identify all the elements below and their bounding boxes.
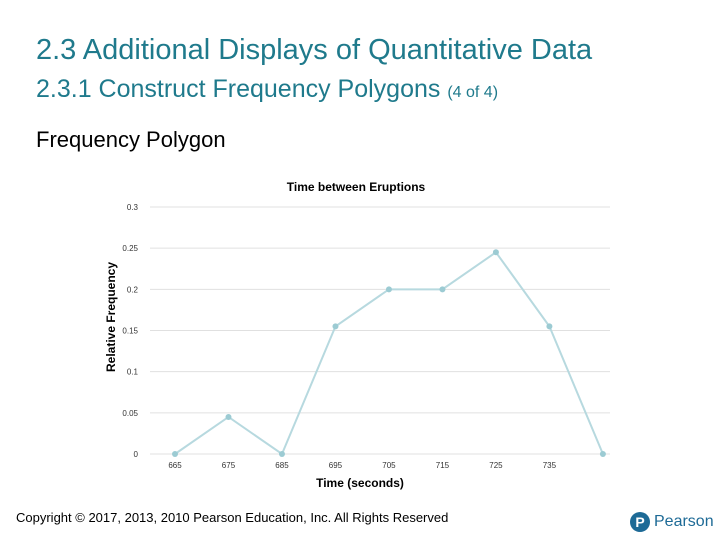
frequency-polygon-chart: Time between Eruptions Relative Frequenc… xyxy=(104,180,610,490)
x-tick-label: 695 xyxy=(329,461,343,470)
y-tick-label: 0.3 xyxy=(127,203,139,212)
x-tick-label: 715 xyxy=(436,461,450,470)
data-point xyxy=(599,451,606,457)
x-tick-label: 725 xyxy=(489,461,503,470)
y-axis-label: Relative Frequency xyxy=(104,262,118,372)
y-tick-labels: 0 0.05 0.1 0.15 0.2 0.25 0.3 xyxy=(122,203,138,459)
section-heading: Frequency Polygon xyxy=(36,127,226,152)
x-tick-label: 665 xyxy=(168,461,182,470)
pearson-logo-icon: P xyxy=(630,512,650,532)
pearson-logo-text: Pearson xyxy=(654,513,714,530)
x-tick-labels: 665 675 685 695 705 715 725 735 xyxy=(168,461,556,470)
pearson-logo: P Pearson xyxy=(630,512,714,532)
chart-title: Time between Eruptions xyxy=(287,180,426,194)
grid-lines xyxy=(150,206,610,455)
series-line xyxy=(174,250,604,456)
x-tick-label: 705 xyxy=(382,461,396,470)
y-tick-label: 0.2 xyxy=(127,285,139,294)
subtitle-main: 2.3.1 Construct Frequency Polygons xyxy=(36,75,448,103)
data-point xyxy=(439,286,446,293)
y-tick-label: 0 xyxy=(134,450,139,459)
x-tick-label: 735 xyxy=(543,461,557,470)
data-point xyxy=(546,323,553,330)
y-tick-label: 0.1 xyxy=(127,368,139,377)
x-axis-label: Time (seconds) xyxy=(316,476,404,490)
data-markers xyxy=(172,249,606,457)
data-point xyxy=(385,286,392,293)
data-point xyxy=(278,451,285,457)
data-point xyxy=(225,413,232,420)
y-tick-label: 0.25 xyxy=(122,244,138,253)
subtitle-part-count: (4 of 4) xyxy=(447,84,499,101)
copyright-notice: Copyright © 2017, 2013, 2010 Pearson Edu… xyxy=(16,510,449,525)
data-point xyxy=(332,323,339,330)
y-tick-label: 0.05 xyxy=(122,409,138,418)
data-point xyxy=(492,249,499,256)
x-tick-label: 685 xyxy=(275,461,289,470)
data-point xyxy=(172,451,178,457)
x-tick-label: 675 xyxy=(222,461,236,470)
y-tick-label: 0.15 xyxy=(122,327,138,336)
slide-title: 2.3 Additional Displays of Quantitative … xyxy=(36,34,593,66)
slide-subtitle: 2.3.1 Construct Frequency Polygons (4 of… xyxy=(36,75,498,104)
